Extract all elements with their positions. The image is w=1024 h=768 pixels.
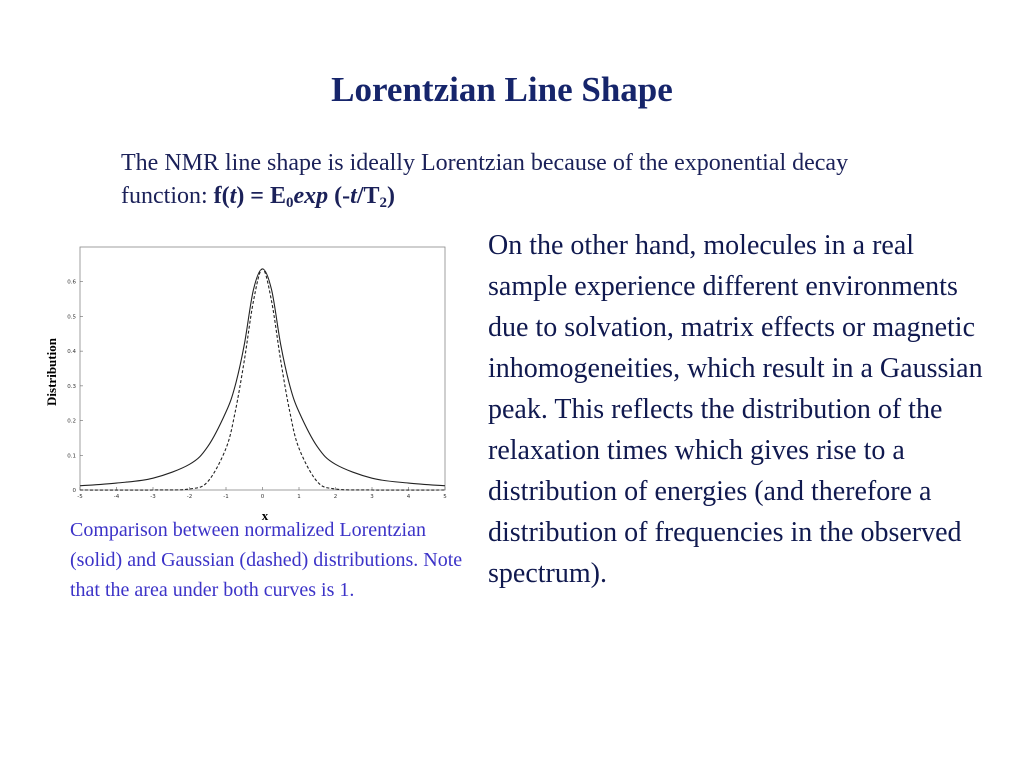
chart-series <box>79 268 446 491</box>
x-tick-label: 0 <box>261 494 265 500</box>
y-tick-label: 0 <box>73 488 77 494</box>
x-tick-label: -2 <box>187 494 192 500</box>
y-tick-label: 0.6 <box>67 280 76 286</box>
x-tick-label: -3 <box>150 494 156 500</box>
x-tick-label: 1 <box>297 494 301 500</box>
lorentzian-solid-curve <box>79 268 446 487</box>
decay-formula: f(t) = E0exp (-t/T2) <box>213 183 395 211</box>
y-tick-label: 0.2 <box>67 419 76 425</box>
x-axis-label: x <box>262 508 269 523</box>
x-tick-label: 2 <box>334 494 338 500</box>
intro-paragraph: The NMR line shape is ideally Lorentzian… <box>121 147 881 213</box>
plot-frame <box>79 246 446 491</box>
x-tick-label: 4 <box>407 494 411 500</box>
y-tick-label: 0.5 <box>67 314 76 320</box>
x-tick-label: -1 <box>223 494 228 500</box>
figure-caption: Comparison between normalized Lorentzian… <box>70 519 463 601</box>
gaussian-dashed-curve <box>79 268 446 491</box>
y-tick-label: 0.4 <box>67 349 76 355</box>
x-tick-label: 5 <box>443 494 447 500</box>
x-tick-label: 3 <box>370 494 374 500</box>
y-axis-label: Distribution <box>44 337 59 406</box>
distribution-chart: -5 -4 -3 -2 -1 0 1 2 3 4 5 0 0.1 0.2 0.3 0.4 0.5 0.6 x Di… <box>44 246 447 523</box>
slide-title: Lorentzian Line Shape <box>331 70 673 109</box>
y-tick-label: 0.3 <box>67 384 76 390</box>
body-paragraph: On the other hand, molecules in a real s… <box>488 230 983 589</box>
x-tick-label: -5 <box>77 494 83 500</box>
x-tick-label: -4 <box>114 494 120 500</box>
intro-text: The NMR line shape is ideally Lorentzian… <box>121 150 849 209</box>
chart-axes: -5 -4 -3 -2 -1 0 1 2 3 4 5 0 0.1 0.2 0.3 0.4 0.5 0.6 <box>67 246 447 500</box>
y-tick-label: 0.1 <box>67 453 76 459</box>
